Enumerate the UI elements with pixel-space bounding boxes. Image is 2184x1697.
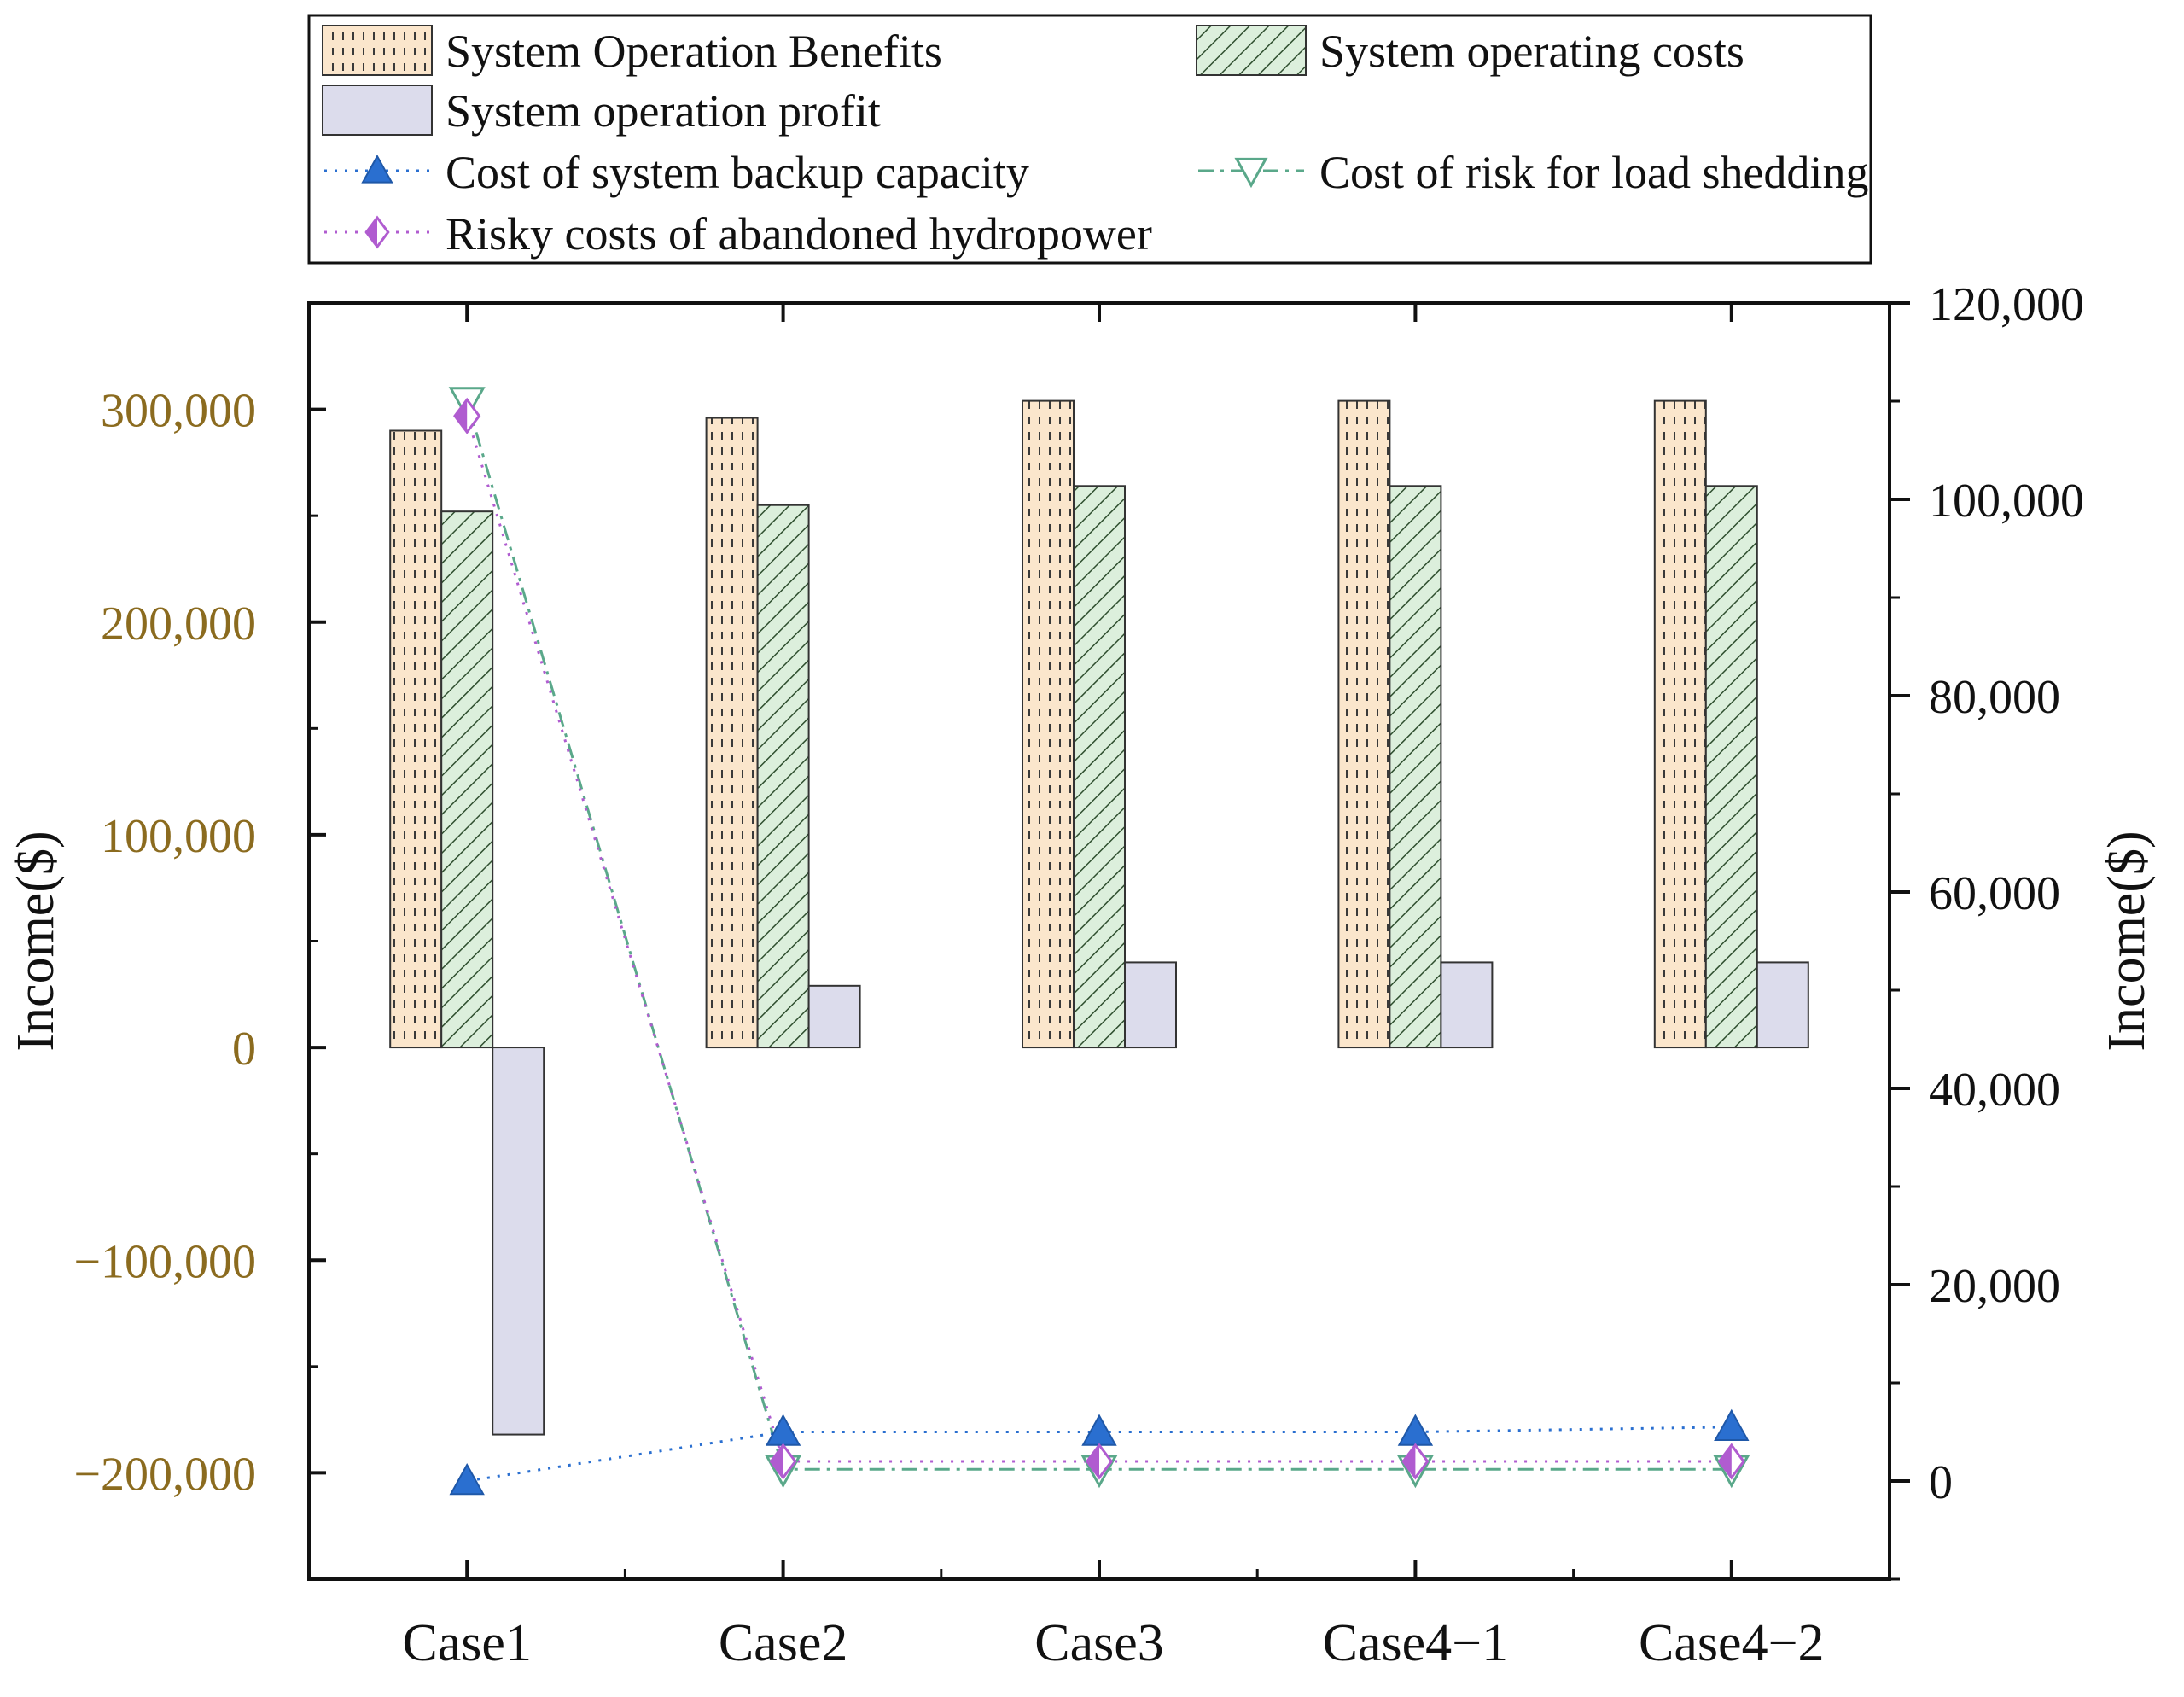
bar-system-operation-benefits-1 [389, 429, 443, 1049]
right-tick-label: 20,000 [1929, 1260, 2060, 1313]
bar-system-operation-profit-3 [1124, 961, 1177, 1049]
right-tick-label: 60,000 [1929, 867, 2060, 920]
left-tick-label: 200,000 [101, 598, 256, 650]
right-tick-label: 100,000 [1929, 475, 2084, 528]
bar-system-operation-benefits-5 [1653, 399, 1707, 1049]
point-risky-costs-of-abandoned-hydropower-5-fill [1719, 1445, 1732, 1478]
bar-system-operation-profit-5 [1756, 961, 1809, 1049]
legend-box [307, 14, 1872, 265]
legend-label-system-operating-costs: System operating costs [1319, 26, 1744, 77]
legend-marker-risky-costs-of-abandoned-hydropower [364, 215, 390, 249]
point-risky-costs-of-abandoned-hydropower-1-fill [454, 399, 468, 433]
point-risky-costs-of-abandoned-hydropower-2-fill [771, 1445, 783, 1478]
bar-system-operation-benefits-2 [705, 417, 759, 1049]
point-cost-of-system-backup-capacity-5 [1714, 1408, 1750, 1441]
right-axis-label: Income($) [2098, 831, 2156, 1051]
legend-swatch-system-operating-costs [1196, 25, 1307, 76]
right-tick-label: 80,000 [1929, 671, 2060, 724]
legend-swatch-system-operation-benefits [322, 25, 433, 76]
x-tick-label: Case1 [402, 1614, 532, 1672]
left-axis-label: Income($) [7, 831, 65, 1051]
legend-label-system-operation-profit: System operation profit [446, 85, 881, 137]
x-tick-label: Case4−2 [1639, 1614, 1824, 1672]
point-cost-of-system-backup-capacity-3 [1081, 1414, 1117, 1446]
point-risky-costs-of-abandoned-hydropower-4-fill [1403, 1445, 1416, 1478]
bar-system-operating-costs-4 [1389, 485, 1442, 1049]
legend-label-cost-of-system-backup-capacity: Cost of system backup capacity [446, 147, 1029, 198]
right-tick-label: 40,000 [1929, 1064, 2060, 1117]
bar-system-operating-costs-3 [1073, 485, 1126, 1049]
legend-marker-cost-of-risk-for-load-shedding [1234, 157, 1268, 189]
x-tick-label: Case3 [1034, 1614, 1164, 1672]
bar-system-operating-costs-1 [440, 510, 494, 1049]
point-risky-costs-of-abandoned-hydropower-3-fill [1086, 1445, 1099, 1478]
point-risky-costs-of-abandoned-hydropower-3 [1085, 1443, 1114, 1480]
legend-label-risky-costs-of-abandoned-hydropower: Risky costs of abandoned hydropower [446, 208, 1152, 260]
bar-system-operation-profit-1 [492, 1047, 545, 1436]
right-tick-label: 120,000 [1929, 278, 2084, 331]
point-risky-costs-of-abandoned-hydropower-2 [769, 1443, 797, 1480]
bar-system-operation-benefits-3 [1022, 399, 1075, 1049]
point-risky-costs-of-abandoned-hydropower-4 [1401, 1443, 1430, 1480]
right-tick-label: 0 [1929, 1456, 1953, 1509]
left-tick-label: −100,000 [73, 1235, 256, 1288]
x-tick-label: Case4−1 [1323, 1614, 1508, 1672]
left-tick-label: −200,000 [73, 1448, 256, 1501]
x-tick-label: Case2 [719, 1614, 848, 1672]
left-tick-label: 0 [232, 1023, 256, 1076]
bar-system-operating-costs-2 [756, 504, 810, 1049]
bar-system-operation-profit-4 [1440, 961, 1494, 1049]
left-tick-label: 100,000 [101, 810, 256, 863]
left-tick-label: 300,000 [101, 385, 256, 438]
legend-marker-risky-costs-of-abandoned-hydropower-fill [366, 218, 377, 247]
point-risky-costs-of-abandoned-hydropower-1 [453, 397, 481, 434]
bar-system-operation-benefits-4 [1337, 399, 1391, 1049]
legend-marker-cost-of-system-backup-capacity [361, 154, 393, 184]
point-cost-of-system-backup-capacity-1 [449, 1462, 485, 1496]
legend-label-cost-of-risk-for-load-shedding: Cost of risk for load shedding [1319, 147, 1868, 198]
bar-system-operating-costs-5 [1704, 485, 1758, 1049]
legend-label-system-operation-benefits: System Operation Benefits [446, 26, 942, 77]
legend-swatch-system-operation-profit [322, 85, 433, 136]
point-cost-of-system-backup-capacity-4 [1397, 1414, 1434, 1446]
line-risky-costs-of-abandoned-hydropower [465, 415, 1732, 1463]
bar-system-operation-profit-2 [807, 984, 861, 1049]
point-risky-costs-of-abandoned-hydropower-5 [1717, 1443, 1745, 1480]
